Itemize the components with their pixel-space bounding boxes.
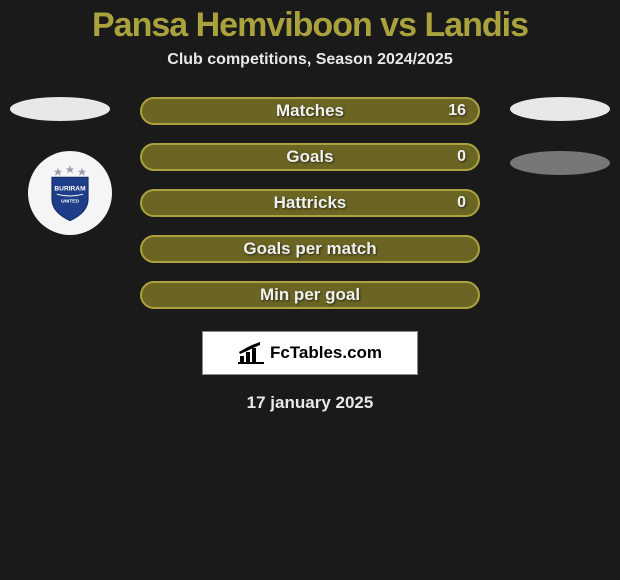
stat-bar-goals: Goals 0: [140, 143, 480, 171]
stat-label: Hattricks: [274, 193, 347, 213]
content-row: BURIRAM UNITED Matches 16 Goals 0 Hattri…: [0, 97, 620, 413]
stat-label: Goals per match: [243, 239, 376, 259]
infographic-container: Pansa Hemviboon vs Landis Club competiti…: [0, 0, 620, 580]
club-crest: BURIRAM UNITED: [28, 151, 112, 235]
stat-label: Matches: [276, 101, 344, 121]
brand-text: FcTables.com: [270, 343, 382, 363]
brand-box: FcTables.com: [202, 331, 418, 375]
player-right-oval-mid: [510, 151, 610, 175]
stat-label: Min per goal: [260, 285, 360, 305]
stat-bars: Matches 16 Goals 0 Hattricks 0 Goals per…: [140, 97, 480, 309]
player-right-oval-top: [510, 97, 610, 121]
stat-bar-matches: Matches 16: [140, 97, 480, 125]
stat-label: Goals: [286, 147, 333, 167]
stat-bar-goals-per-match: Goals per match: [140, 235, 480, 263]
subtitle: Club competitions, Season 2024/2025: [0, 51, 620, 69]
svg-text:UNITED: UNITED: [61, 199, 79, 205]
stat-value: 16: [448, 102, 466, 120]
stat-bar-min-per-goal: Min per goal: [140, 281, 480, 309]
page-title: Pansa Hemviboon vs Landis: [0, 0, 620, 45]
stat-bar-hattricks: Hattricks 0: [140, 189, 480, 217]
chart-icon: [238, 342, 264, 364]
date-label: 17 january 2025: [0, 393, 620, 413]
club-crest-icon: BURIRAM UNITED: [40, 163, 100, 223]
svg-text:BURIRAM: BURIRAM: [54, 186, 86, 193]
stat-value: 0: [457, 148, 466, 166]
player-left-oval-top: [10, 97, 110, 121]
stat-value: 0: [457, 194, 466, 212]
